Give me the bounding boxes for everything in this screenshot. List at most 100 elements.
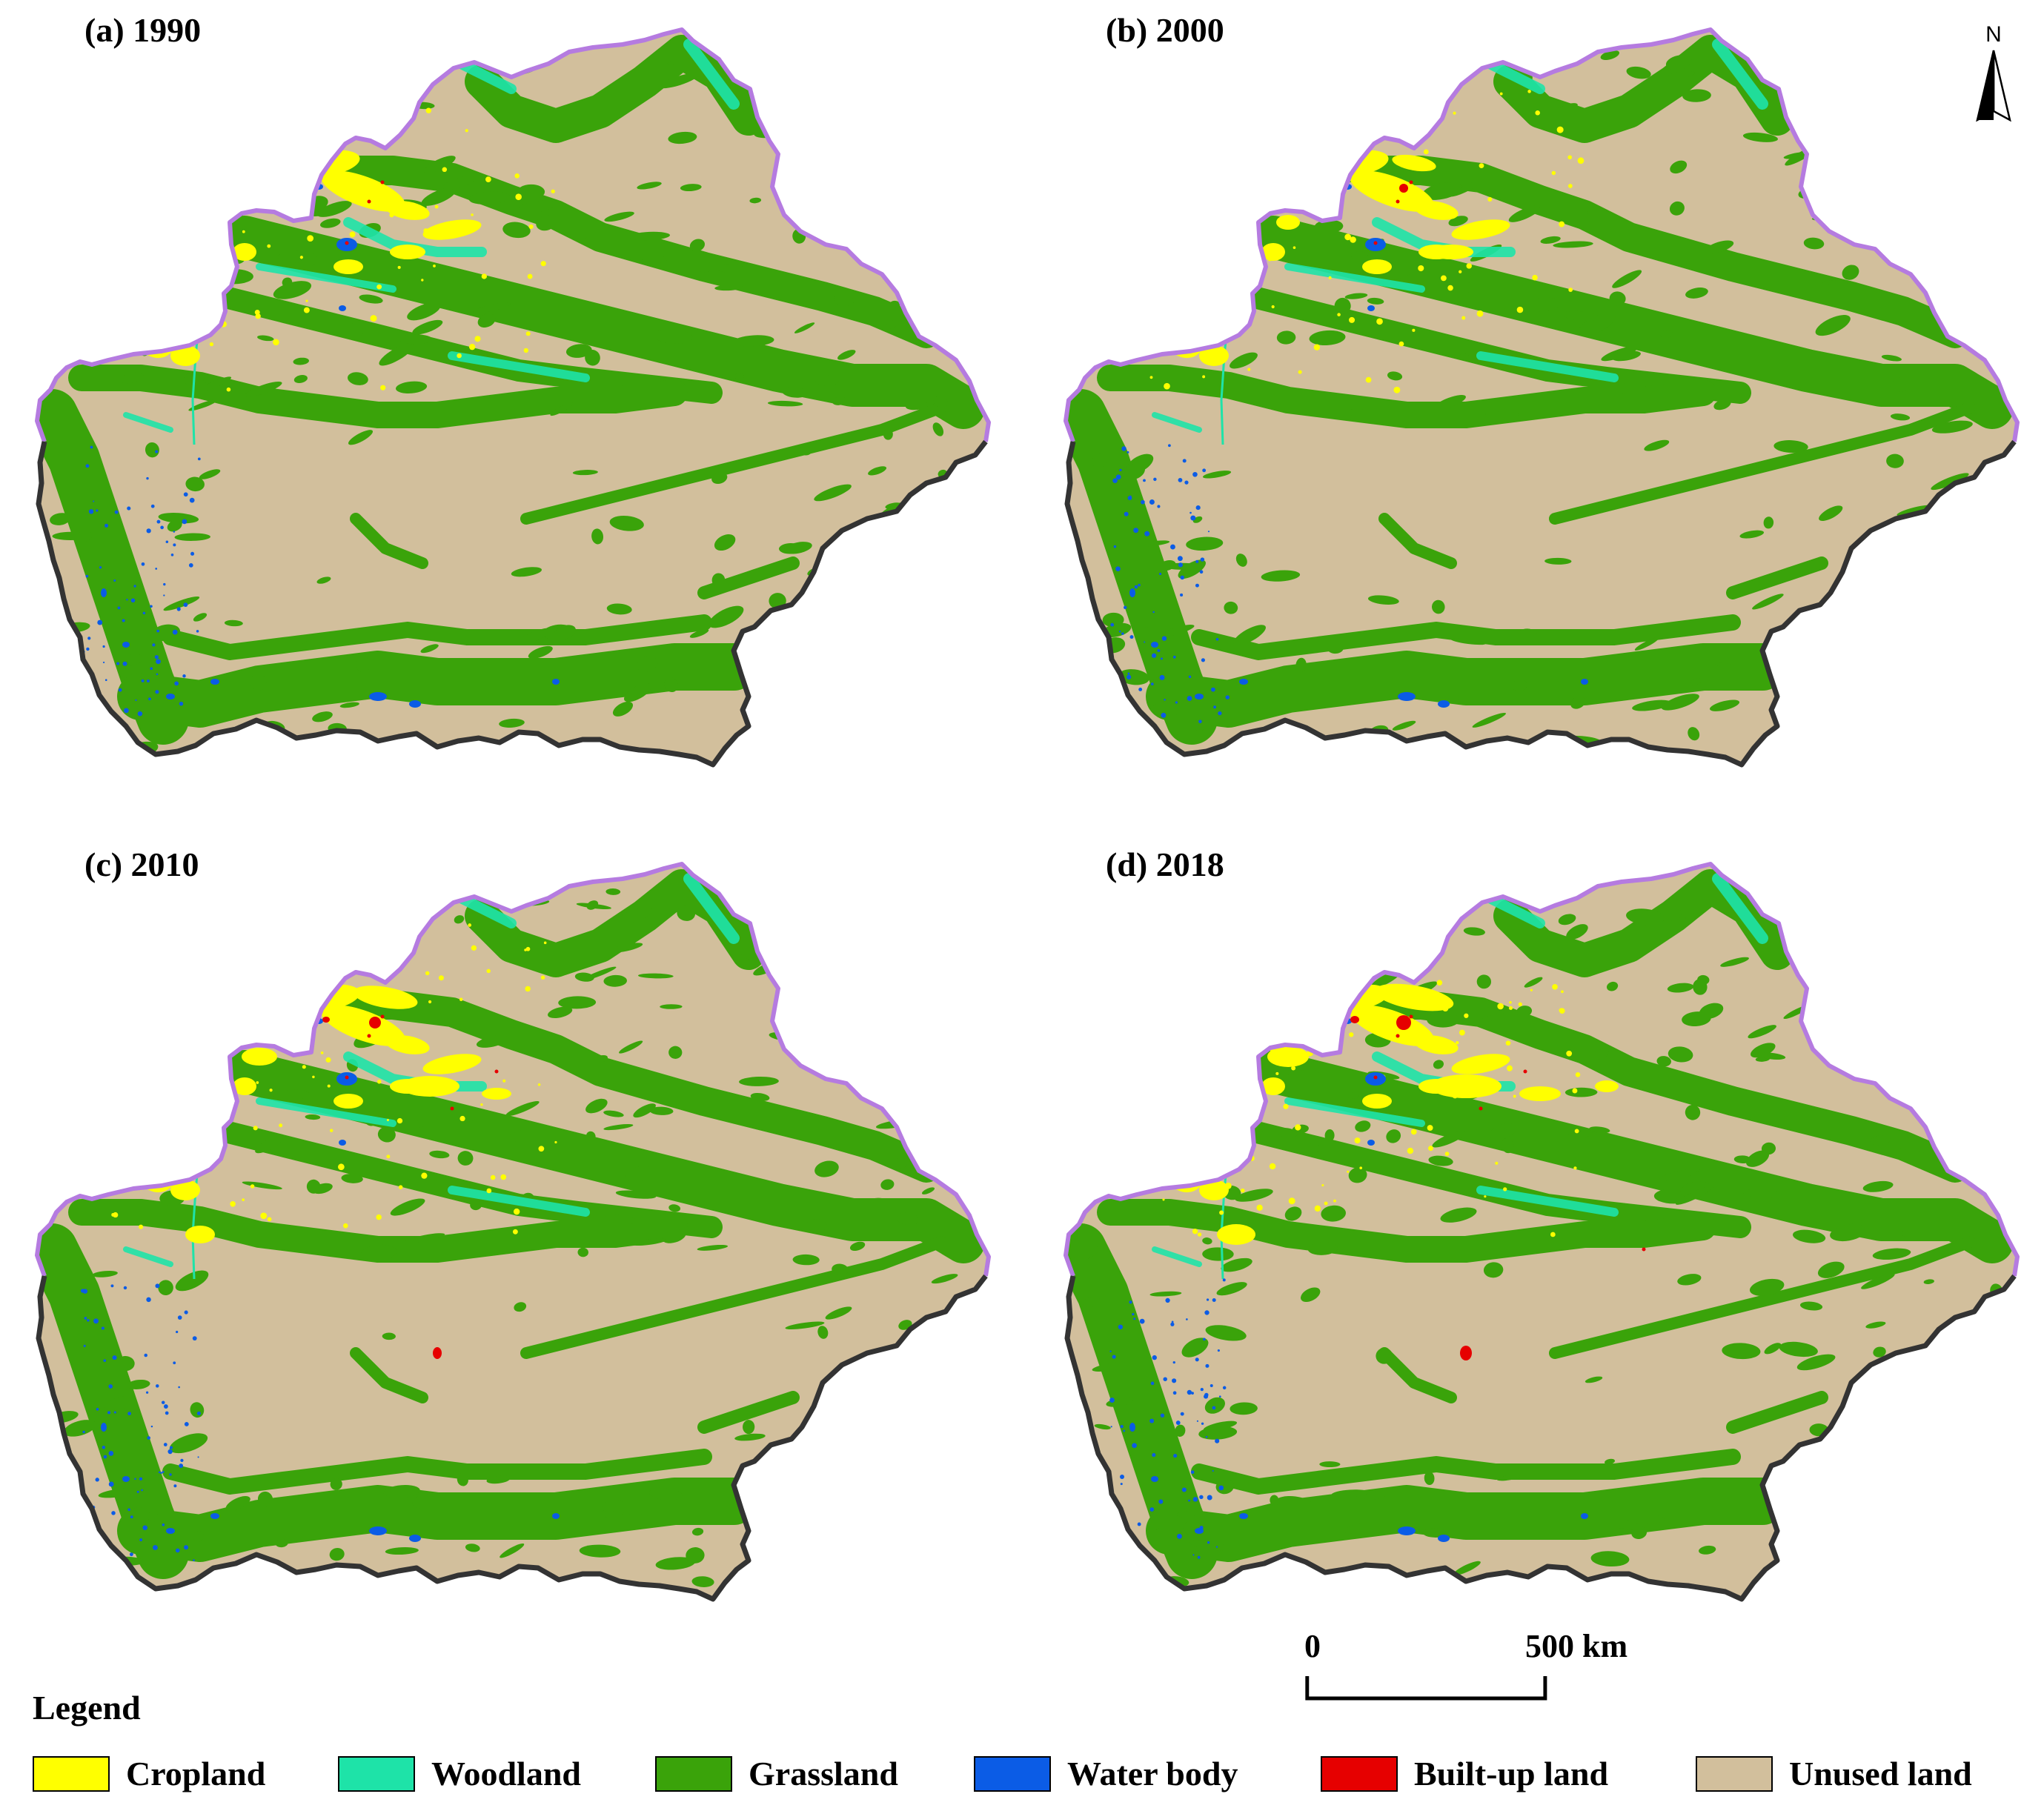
cropland-speck [193,928,197,932]
grassland-patch [271,99,306,122]
cropland-speck [180,1040,184,1043]
grassland-patch [1082,1297,1101,1308]
grassland-patch [222,110,245,125]
grassland-patch [1387,371,1403,381]
grassland-band [1726,1391,1828,1434]
grassland-patch [1865,617,1877,628]
water-speck [1158,1499,1164,1504]
cropland-speck [543,941,547,945]
built-up-patch [433,1347,442,1359]
grassland-patch [1516,1006,1533,1017]
water-speck [1192,471,1198,477]
built-up-spot [1373,241,1378,245]
cropland-speck [1567,155,1572,160]
grassland-patch [1121,281,1147,293]
water-speck [1152,1452,1156,1458]
water-speck [179,1463,184,1468]
grassland-patch [925,321,955,327]
cropland-speck [1221,1118,1227,1124]
grassland-patch [1314,219,1344,234]
grassland-patch [1605,1458,1615,1465]
cropland-speck [1152,1166,1155,1169]
cropland-speck [1532,274,1538,281]
cropland-speck [349,231,356,238]
cropland-speck [119,1097,125,1103]
grassland-patch [1790,668,1828,688]
cropland-speck [253,1126,258,1131]
cropland-speck [459,997,463,1001]
cropland-patch [1350,170,1434,212]
grassland-patch [84,1019,121,1034]
water-speck [1215,1546,1218,1548]
water-speck [1121,632,1124,635]
cropland-patch [1595,1080,1619,1092]
grassland-patch [1149,1291,1182,1297]
cropland-speck [250,1184,255,1189]
grassland-patch [50,513,71,525]
grassland-patch [905,401,929,411]
grassland-patch [528,645,553,659]
water-body [252,970,267,980]
cropland-speck [1354,1137,1361,1144]
woodland-band [123,412,173,433]
grassland-patch [243,962,268,980]
cropland-speck [1476,310,1484,317]
cropland-speck [1436,94,1441,99]
cropland-speck [1324,1201,1328,1206]
grassland-patch [1923,1279,1934,1284]
cropland-speck [514,173,520,179]
grassland-patch [603,1110,624,1117]
water-speck [1195,1358,1199,1362]
cropland-speck [1256,1204,1263,1211]
water-speck [139,1477,143,1481]
cropland-speck [1286,1061,1292,1067]
map-panel-d [1064,862,2020,1602]
cropland-speck [1407,1147,1414,1154]
cropland-speck [1428,1146,1433,1152]
cropland-patch [104,1103,163,1158]
grassland-patch [1556,880,1587,886]
grassland-patch [1122,463,1145,480]
panel-title-b: (b) 2000 [1106,11,1224,49]
grassland-patch [1483,1262,1504,1278]
water-speck [162,1523,165,1526]
cropland-speck [471,945,477,951]
grassland-patch [1433,395,1466,411]
grassland-patch [849,541,869,558]
cropland-speck [1291,1066,1296,1071]
grassland-patch [1508,205,1540,222]
water-speck [150,1425,153,1428]
cropland-patch [230,193,259,207]
grassland-patch [1210,299,1237,311]
cropland-patch [1224,242,1263,262]
grassland-patch [799,878,840,897]
cropland-speck [226,387,231,392]
water-body [409,1535,421,1542]
grassland-band [1146,1478,1786,1562]
cropland-speck [1169,924,1174,929]
grassland-patch [1109,1581,1126,1594]
water-speck [1190,515,1196,521]
cropland-speck [1418,265,1424,272]
grassland-patch [468,191,511,205]
cropland-speck [145,1044,152,1050]
grassland-patch [837,350,856,360]
water-speck [1152,1355,1157,1360]
water-speck [127,506,131,511]
built-up-spot [345,1075,349,1080]
water-speck [1192,1554,1195,1556]
grassland-patch [138,111,169,120]
cropland-speck [242,176,248,182]
water-speck [1201,1422,1204,1425]
grassland-patch [255,1136,283,1154]
grassland-patch [1109,1096,1129,1101]
grassland-patch [1796,1354,1836,1371]
water-speck [1157,648,1161,652]
cropland-patch [96,1070,141,1103]
cropland-speck [1459,1029,1465,1036]
grassland-patch [1915,691,1942,700]
water-body [210,1513,219,1519]
water-speck [1200,557,1205,562]
cropland-speck [524,948,527,951]
cropland-speck [237,201,241,205]
